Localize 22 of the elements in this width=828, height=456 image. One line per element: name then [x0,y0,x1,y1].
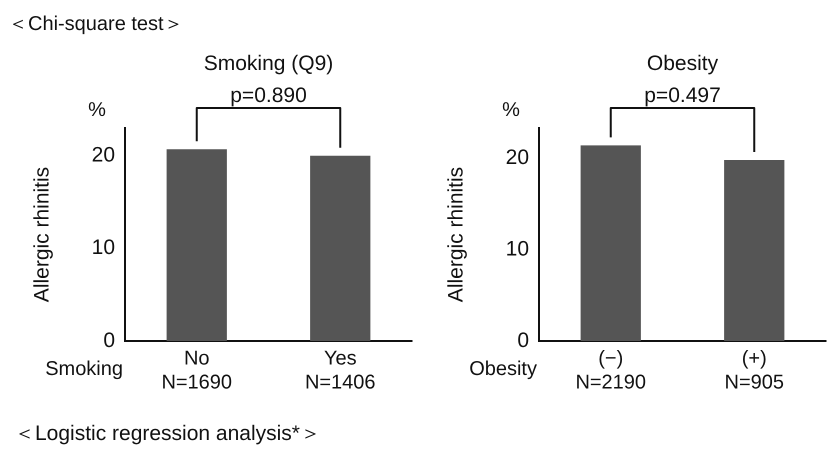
x-tick-label: No N=1690 [161,348,232,394]
text: p=0.890 [230,84,307,107]
y-axis-title: Allergic rhinitis [444,166,468,302]
text: % [502,99,520,121]
text: % [88,99,106,121]
x-tick-label: Yes N=1406 [304,348,376,394]
x-tick-label: (−) N=2190 [575,348,646,394]
y-tick-label: 10 [506,237,529,260]
chart-title: Obesity [646,52,719,75]
text: p=0.497 [644,84,721,107]
y-tick-label: 10 [92,236,115,260]
text: ＜Chi-square test＞ [8,13,184,35]
chart-title: Smoking (Q9) [204,52,334,75]
y-tick-label: 20 [92,144,115,167]
y-axis-title: Allergic rhinitis [30,166,54,302]
x-axis-title: Smoking [45,358,123,380]
y-tick-label: 20 [506,146,529,169]
x-axis-title: Obesity [469,358,537,380]
text: ＜Logistic regression analysis*＞ [14,422,321,445]
y-tick-label: 0 [103,328,115,352]
x-tick-label: (+) N=905 [724,348,784,394]
y-tick-label: 0 [517,328,529,352]
